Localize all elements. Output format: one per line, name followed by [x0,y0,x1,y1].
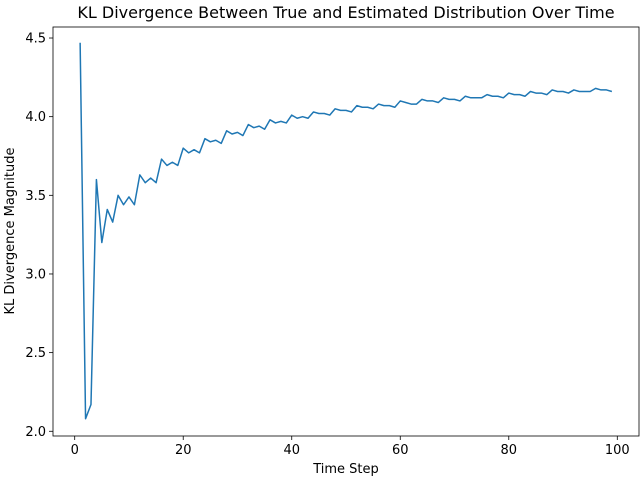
x-tick-label: 80 [501,443,518,458]
chart-title: KL Divergence Between True and Estimated… [77,3,614,22]
x-tick-label: 60 [392,443,409,458]
plot-frame [52,26,640,437]
x-tick-label: 40 [283,443,300,458]
y-axis-label: KL Divergence Magnitude [3,148,18,315]
y-tick-label: 4.0 [25,110,46,125]
series-line-0 [79,42,613,420]
y-tick-label: 4.5 [25,32,46,47]
y-tick-label: 3.5 [25,189,46,204]
y-tick-label: 2.0 [25,425,46,440]
x-axis-label: Time Step [312,462,379,477]
x-tick-label: 20 [175,443,192,458]
y-tick-label: 2.5 [25,346,46,361]
y-tick-label: 3.0 [25,267,46,282]
x-tick-label: 100 [605,443,630,458]
plot-area: 0 20 40 60 80 100 2.0 2.5 3.0 3.5 4.0 4.5 [25,26,640,458]
x-tick-label: 0 [71,443,79,458]
